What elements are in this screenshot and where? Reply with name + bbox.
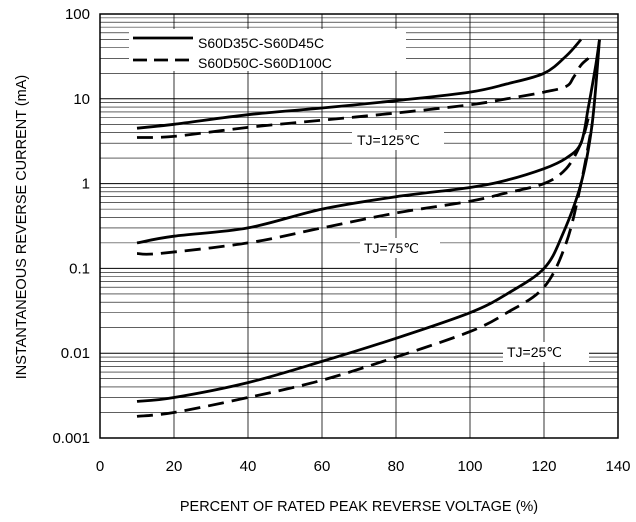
- annotation-tj75-bg: [360, 238, 440, 258]
- y-tick-label: 0.001: [52, 430, 90, 447]
- y-tick-label: 10: [73, 91, 90, 108]
- annotations: TJ=125℃ TJ=75℃ TJ=25℃: [352, 130, 589, 362]
- x-tick-label: 20: [166, 458, 183, 475]
- legend: S60D35C-S60D45C S60D50C-S60D100C: [129, 29, 406, 71]
- x-tick-label: 80: [388, 458, 405, 475]
- x-tick-label: 40: [240, 458, 257, 475]
- y-tick-label: 1: [82, 176, 90, 193]
- legend-label-solid: S60D35C-S60D45C: [198, 35, 324, 51]
- series-line: [136, 39, 601, 245]
- x-tick-label: 140: [605, 458, 630, 475]
- series-line: [136, 117, 590, 256]
- x-tick-label: 100: [457, 458, 482, 475]
- annotation-tj75: TJ=75℃: [364, 240, 419, 256]
- annotation-tj125: TJ=125℃: [357, 132, 420, 148]
- annotation-tj25-bg: [503, 342, 589, 362]
- legend-box: [129, 29, 406, 71]
- y-tick-label: 0.01: [61, 345, 90, 362]
- plot-frame: [99, 13, 619, 439]
- series-line: [136, 124, 594, 418]
- x-tick-label: 0: [96, 458, 104, 475]
- tick-labels: 0 20 40 60 80 100 120 140 0.001 0.01 0.1 1 10 100: [52, 6, 630, 475]
- grid-lines: [100, 14, 618, 438]
- y-tick-label: 0.1: [69, 260, 90, 277]
- x-tick-label: 120: [531, 458, 556, 475]
- annotation-tj125-bg: [352, 130, 444, 150]
- y-axis-title: INSTANTANEOUS REVERSE CURRENT (mA): [14, 75, 30, 380]
- series-line: [136, 57, 590, 139]
- x-tick-label: 60: [314, 458, 331, 475]
- series-line: [136, 38, 583, 130]
- x-axis-title: PERCENT OF RATED PEAK REVERSE VOLTAGE (%…: [180, 499, 538, 515]
- legend-label-dashed: S60D50C-S60D100C: [198, 55, 332, 71]
- y-tick-label: 100: [65, 6, 90, 23]
- series-layer: [136, 38, 601, 418]
- annotation-tj25: TJ=25℃: [507, 344, 562, 360]
